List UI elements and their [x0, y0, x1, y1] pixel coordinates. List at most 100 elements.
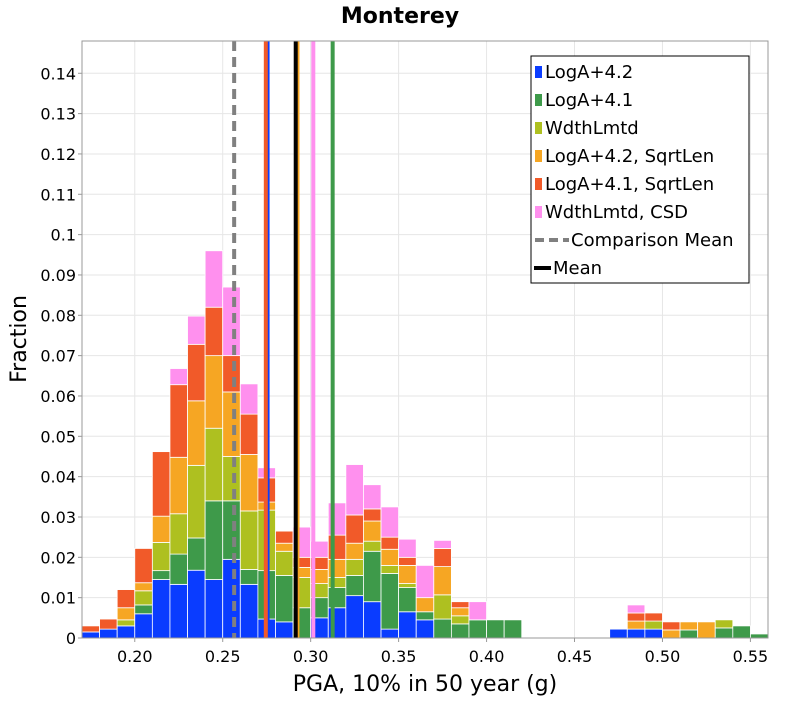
y-tick-label: 0.1: [51, 226, 76, 245]
x-tick-label: 0.25: [205, 647, 241, 666]
bar-loga-4-2-sqrtlen: [662, 629, 681, 639]
x-tick-label: 0.30: [293, 647, 329, 666]
legend-swatch: [535, 150, 542, 162]
mean-lines: [232, 41, 335, 638]
bar-loga-4-1-sqrtlen: [662, 621, 681, 631]
bar-wdthlmtd-csd: [415, 564, 435, 599]
bar-loga-4-2: [99, 628, 118, 639]
chart-title: Monterey: [341, 4, 459, 29]
bar-loga-4-1: [222, 500, 241, 560]
bar-loga-4-1-sqrtlen: [433, 548, 452, 568]
bar-loga-4-1-sqrtlen: [187, 343, 206, 402]
bar-loga-4-1-sqrtlen: [99, 618, 118, 630]
legend-item-mean: Mean: [534, 258, 602, 279]
bar-loga-4-2: [345, 595, 364, 639]
legend-label: LogA+4.1: [545, 90, 633, 111]
legend-item-wdthlmtd: WdthLmtd: [535, 118, 639, 139]
bar-loga-4-2: [398, 611, 417, 639]
bar-loga-4-1-sqrtlen: [398, 556, 417, 566]
bar-loga-4-1: [363, 550, 382, 603]
bar-loga-4-1-sqrtlen: [81, 625, 100, 633]
bar-loga-4-1: [450, 623, 470, 639]
bar-loga-4-2: [204, 579, 224, 639]
y-tick-label: 0.07: [40, 347, 76, 366]
bar-loga-4-2-sqrtlen: [275, 542, 294, 552]
bar-loga-4-2-sqrtlen: [151, 515, 171, 543]
bar-loga-4-2-sqrtlen: [169, 456, 188, 515]
y-tick-label: 0.08: [40, 306, 76, 325]
x-tick-label: 0.35: [381, 647, 417, 666]
bar-wdthlmtd: [116, 619, 136, 627]
bar-wdthlmtd-csd: [187, 315, 206, 345]
bar-loga-4-1: [204, 500, 224, 580]
x-tick-label: 0.50: [645, 647, 681, 666]
bar-loga-4-2: [116, 625, 136, 639]
bar-loga-4-1-sqrtlen: [222, 355, 241, 393]
bar-loga-4-2-sqrtlen: [222, 391, 241, 457]
bar-wdthlmtd: [134, 590, 153, 606]
bar-loga-4-2-sqrtlen: [380, 548, 400, 566]
bar-loga-4-2-sqrtlen: [697, 621, 716, 639]
bar-loga-4-2: [187, 569, 206, 639]
bar-wdthlmtd: [433, 594, 452, 620]
legend-item-loga-4-1: LogA+4.1: [535, 90, 633, 111]
bar-wdthlmtd: [450, 615, 470, 625]
legend-label: WdthLmtd, CSD: [545, 202, 688, 223]
x-tick-label: 0.20: [117, 647, 153, 666]
y-tick-label: 0.12: [40, 145, 76, 164]
y-axis-title: Fraction: [7, 295, 32, 383]
bar-loga-4-1: [275, 575, 294, 623]
legend-label: WdthLmtd: [545, 118, 639, 139]
bar-wdthlmtd: [644, 620, 663, 630]
legend-swatch: [535, 206, 542, 218]
y-tick-label: 0.11: [40, 185, 76, 204]
bar-loga-4-1-sqrtlen: [363, 508, 382, 522]
y-tick-label: 0.01: [40, 589, 76, 608]
bar-wdthlmtd-csd: [398, 538, 417, 558]
bar-loga-4-1-sqrtlen: [345, 514, 364, 544]
legend-label: Mean: [553, 258, 602, 279]
bar-loga-4-2: [239, 583, 259, 639]
bar-loga-4-2: [626, 628, 646, 639]
bar-loga-4-1: [503, 619, 523, 639]
legend-item-loga-4-1-sqrtlen: LogA+4.1, SqrtLen: [535, 174, 714, 195]
bar-loga-4-1: [380, 573, 400, 630]
bar-loga-4-2-sqrtlen: [679, 621, 699, 631]
bar-wdthlmtd-csd: [204, 250, 224, 308]
bar-loga-4-2: [169, 583, 188, 639]
bar-wdthlmtd-csd: [626, 604, 646, 614]
legend: LogA+4.2 LogA+4.1 WdthLmtd LogA+4.2, SqrtLe…: [530, 55, 750, 284]
bar-loga-4-1: [433, 618, 452, 639]
bar-loga-4-2-sqrtlen: [134, 582, 153, 592]
bar-wdthlmtd: [363, 540, 382, 552]
bar-loga-4-2: [363, 601, 382, 639]
y-tick-label: 0.14: [40, 64, 76, 83]
bar-wdthlmtd: [714, 619, 734, 629]
bar-loga-4-1: [398, 587, 417, 613]
bar-loga-4-1: [187, 537, 206, 571]
bar-loga-4-1-sqrtlen: [204, 306, 224, 357]
y-tick-labels: 0 0.01 0.02 0.03 0.04 0.05 0.06 0.07 0.08 0.09 0.1…: [40, 64, 82, 648]
bar-wdthlmtd: [345, 558, 364, 576]
bar-loga-4-1: [415, 611, 435, 621]
bar-wdthlmtd: [151, 541, 171, 572]
legend-swatch: [535, 122, 542, 134]
bar-loga-4-2-sqrtlen: [433, 566, 452, 596]
legend-item-wdthlmtd-csd: WdthLmtd, CSD: [535, 202, 688, 223]
bar-wdthlmtd-csd: [345, 464, 364, 516]
bar-loga-4-1: [134, 604, 153, 615]
y-tick-label: 0.03: [40, 508, 76, 527]
bar-wdthlmtd-csd: [433, 539, 452, 549]
bar-loga-4-1-sqrtlen: [169, 384, 188, 458]
y-tick-label: 0.06: [40, 387, 76, 406]
bar-wdthlmtd: [239, 510, 259, 570]
bar-loga-4-2: [151, 579, 171, 639]
bar-wdthlmtd: [380, 564, 400, 574]
bar-loga-4-1-sqrtlen: [644, 612, 663, 622]
bar-wdthlmtd: [187, 464, 206, 539]
bar-loga-4-2-sqrtlen: [450, 607, 470, 617]
x-tick-label: 0.45: [557, 647, 593, 666]
bar-wdthlmtd: [222, 456, 241, 502]
y-tick-label: 0.02: [40, 548, 76, 567]
